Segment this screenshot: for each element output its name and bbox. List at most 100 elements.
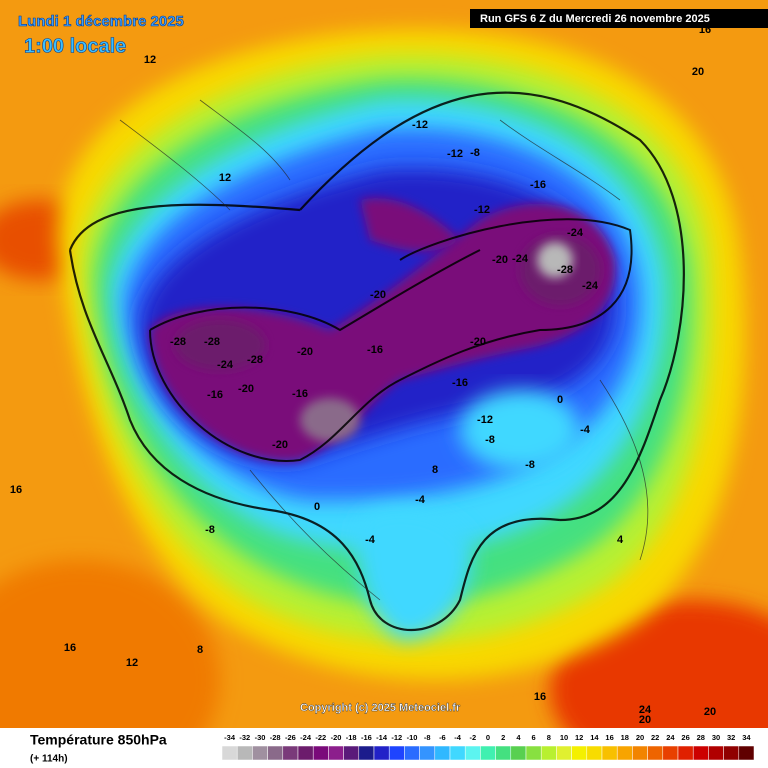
footer-lead: (+ 114h)	[30, 754, 68, 765]
scale-cell	[358, 745, 375, 761]
contour-label: -28	[204, 336, 220, 348]
scale-cell	[616, 745, 633, 761]
scale-label: 16	[605, 733, 613, 742]
scale-label: 20	[636, 733, 644, 742]
scale-cell	[449, 745, 466, 761]
contour-label: -8	[205, 524, 215, 536]
scale-label: 4	[516, 733, 521, 742]
scale-label: -20	[331, 733, 342, 742]
contour-label: 16	[64, 642, 76, 654]
contour-label: -4	[415, 494, 426, 506]
scale-label: -32	[239, 733, 250, 742]
scale-cell	[464, 745, 481, 761]
scale-cell	[312, 745, 329, 761]
contour-label: 24	[639, 704, 652, 716]
scale-cell	[647, 745, 664, 761]
contour-label: -12	[477, 414, 493, 426]
contour-label: -8	[485, 434, 495, 446]
contour-label: -28	[247, 354, 263, 366]
scale-cell	[495, 745, 512, 761]
contour-label: -20	[470, 336, 486, 348]
scale-cell	[404, 745, 420, 761]
scale-label: 10	[560, 733, 568, 742]
scale-label: 32	[727, 733, 735, 742]
scale-cell	[236, 745, 253, 761]
contour-label: -4	[580, 424, 591, 436]
contour-label: -16	[452, 377, 468, 389]
scale-cell	[571, 745, 588, 761]
contour-label: -16	[367, 344, 383, 356]
scale-cell	[373, 745, 390, 761]
contour-label: 16	[534, 691, 546, 703]
scale-label: -30	[255, 733, 266, 742]
scale-label: -16	[361, 733, 372, 742]
contour-label: -20	[297, 346, 313, 358]
contour-label: -20	[370, 289, 386, 301]
scale-label: -12	[391, 733, 402, 742]
contour-label: -24	[217, 359, 234, 371]
contour-label: -20	[492, 254, 508, 266]
scale-label: 0	[486, 733, 490, 742]
scale-label: 18	[621, 733, 629, 742]
contour-label: -8	[470, 147, 480, 159]
scale-cell	[297, 745, 314, 761]
contour-label: 20	[704, 706, 716, 718]
contour-label: -24	[582, 280, 599, 292]
scale-cell	[723, 745, 740, 761]
contour-label: -16	[530, 179, 546, 191]
color-scale: -34 -32 -30 -28 -26 -24 -22 -20 -18 -16 -14 -12 -10-…	[221, 733, 755, 761]
scale-cell	[282, 745, 299, 761]
scale-cell	[556, 745, 572, 761]
scale-label: -26	[285, 733, 296, 742]
contour-label: 20	[692, 66, 704, 78]
scale-label: 26	[681, 733, 689, 742]
contour-label: 12	[126, 657, 138, 669]
contour-label: 16	[10, 484, 22, 496]
footer-title: Température 850hPa	[30, 732, 167, 748]
scale-label: 28	[697, 733, 705, 742]
scale-label: -14	[376, 733, 388, 742]
scale-cell	[708, 745, 724, 761]
scale-label: -6	[439, 733, 446, 742]
contour-label: -12	[474, 204, 490, 216]
scale-label: -4	[454, 733, 461, 742]
scale-cell	[252, 745, 268, 761]
scale-cell	[388, 745, 405, 761]
scale-label: -18	[346, 733, 357, 742]
scale-label: 6	[532, 733, 536, 742]
scale-cell	[510, 745, 527, 761]
scale-label: 14	[590, 733, 599, 742]
contour-label: -20	[272, 439, 288, 451]
contour-label: -28	[557, 264, 573, 276]
contour-label: -20	[238, 383, 254, 395]
contour-label: -24	[567, 227, 584, 239]
contour-label: 8	[197, 644, 203, 656]
run-box	[470, 9, 768, 28]
scale-cell	[267, 745, 284, 761]
scale-cell	[480, 745, 496, 761]
contour-label: 12	[219, 172, 231, 184]
scale-cell	[343, 745, 360, 761]
scale-label: -22	[315, 733, 326, 742]
local-time: 1:00 locale	[24, 35, 126, 57]
contour-labels: -28 -28 -24 -28 -20 -16 -20 -20 -16 -20 -12 -8 -12 -1…	[10, 24, 716, 726]
scale-cell	[328, 745, 344, 761]
scale-cell	[221, 745, 238, 761]
scale-label: 2	[501, 733, 505, 742]
contour-label: 0	[557, 394, 563, 406]
scale-cell	[632, 745, 648, 761]
contour-label: -24	[512, 253, 529, 265]
scale-label: -10	[407, 733, 418, 742]
scale-label: 30	[712, 733, 720, 742]
contour-label: 20	[639, 714, 651, 726]
scale-label: 12	[575, 733, 583, 742]
scale-cell	[662, 745, 679, 761]
valid-date: Lundi 1 décembre 2025	[18, 13, 184, 30]
scale-label: 22	[651, 733, 659, 742]
contour-label: -4	[365, 534, 376, 546]
run-info: Run GFS 6 Z du Mercredi 26 novembre 2025	[480, 13, 710, 25]
contour-label: -16	[292, 388, 308, 400]
scale-cell	[419, 745, 436, 761]
